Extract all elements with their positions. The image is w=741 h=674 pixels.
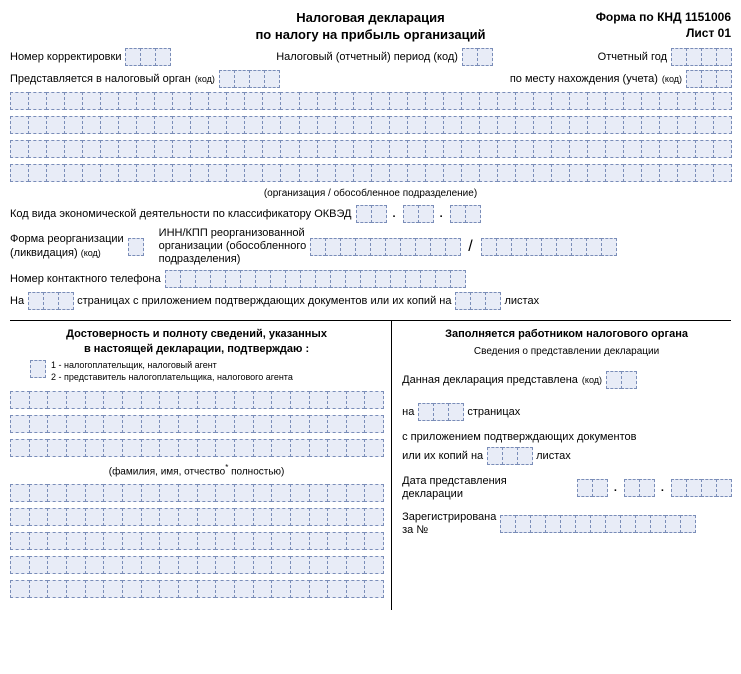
- reorg-kod: (код): [81, 248, 101, 258]
- date-label2: декларации: [402, 488, 463, 500]
- confirm-options: 1 - налогоплательщик, налоговый агент 2 …: [51, 360, 293, 383]
- page-title: Налоговая декларация по налогу на прибыл…: [160, 10, 581, 44]
- year-input[interactable]: [671, 48, 731, 66]
- reg-label2: за №: [402, 524, 428, 536]
- extra-line2[interactable]: [10, 508, 383, 526]
- org-line2[interactable]: [10, 116, 731, 134]
- dot: .: [437, 208, 446, 220]
- kpp-input[interactable]: [481, 238, 616, 256]
- submit-label: Представляется в налоговый орган: [10, 73, 191, 85]
- attach-label: с приложением подтверждающих документов: [402, 431, 731, 443]
- confirm-type-input[interactable]: [30, 360, 45, 378]
- slash: /: [464, 238, 476, 256]
- year-label: Отчетный год: [598, 51, 667, 63]
- org-line1[interactable]: [10, 92, 731, 110]
- form-code: Форма по КНД 1151006 Лист 01: [581, 10, 731, 41]
- copies-input[interactable]: [487, 447, 532, 465]
- reorg-label1: Форма реорганизации: [10, 233, 124, 245]
- pages2-label: страницах: [467, 406, 520, 418]
- kod-label: (код): [195, 74, 215, 84]
- org-line4[interactable]: [10, 164, 731, 182]
- inn-label2: организации (обособленного: [159, 240, 307, 252]
- sheets-label: листах: [504, 295, 539, 307]
- na-label: На: [10, 295, 24, 307]
- dot: .: [390, 208, 399, 220]
- reorg-label2: (ликвидация): [10, 247, 78, 259]
- fio-line1[interactable]: [10, 391, 383, 409]
- location-input[interactable]: [686, 70, 731, 88]
- declared-input[interactable]: [606, 371, 636, 389]
- pages-text: страницах с приложением подтверждающих д…: [77, 295, 451, 307]
- organ-input[interactable]: [219, 70, 279, 88]
- copies-label: или их копий на: [402, 450, 483, 462]
- pages2-input[interactable]: [418, 403, 463, 421]
- reg-input[interactable]: [500, 515, 695, 533]
- pages-input[interactable]: [28, 292, 73, 310]
- date-y[interactable]: [671, 479, 731, 497]
- right-title: Заполняется работником налогового органа: [402, 327, 731, 341]
- inn-label1: ИНН/КПП реорганизованной: [159, 227, 305, 239]
- extra-line4[interactable]: [10, 556, 383, 574]
- fio-line2[interactable]: [10, 415, 383, 433]
- sheets2-label: листах: [536, 450, 571, 462]
- date-label1: Дата представления: [402, 475, 507, 487]
- left-title: Достоверность и полноту сведений, указан…: [10, 327, 383, 356]
- period-label: Налоговый (отчетный) период (код): [276, 51, 458, 63]
- org-note: (организация / обособленное подразделени…: [10, 188, 731, 199]
- extra-line1[interactable]: [10, 484, 383, 502]
- inn-input[interactable]: [310, 238, 460, 256]
- fio-line3[interactable]: [10, 439, 383, 457]
- date-m[interactable]: [624, 479, 654, 497]
- extra-line5[interactable]: [10, 580, 383, 598]
- date-d[interactable]: [577, 479, 607, 497]
- reorg-input[interactable]: [128, 238, 143, 256]
- declared-kod: (код): [582, 375, 602, 385]
- right-sub: Сведения о представлении декларации: [402, 346, 731, 357]
- correction-input[interactable]: [125, 48, 170, 66]
- okved-3[interactable]: [450, 205, 480, 223]
- reg-label1: Зарегистрирована: [402, 511, 496, 523]
- extra-line3[interactable]: [10, 532, 383, 550]
- na2-label: на: [402, 406, 414, 418]
- org-line3[interactable]: [10, 140, 731, 158]
- okved-label: Код вида экономической деятельности по к…: [10, 208, 352, 220]
- location-label: по месту нахождения (учета): [510, 73, 658, 85]
- correction-label: Номер корректировки: [10, 51, 121, 63]
- inn-label3: подразделения): [159, 253, 241, 265]
- phone-input[interactable]: [165, 270, 465, 288]
- okved-1[interactable]: [356, 205, 386, 223]
- period-input[interactable]: [462, 48, 492, 66]
- declared-label: Данная декларация представлена: [402, 374, 578, 386]
- phone-label: Номер контактного телефона: [10, 273, 161, 285]
- sheets-input[interactable]: [455, 292, 500, 310]
- kod2-label: (код): [662, 74, 682, 84]
- fio-note: (фамилия, имя, отчество* полностью): [10, 463, 383, 477]
- okved-2[interactable]: [403, 205, 433, 223]
